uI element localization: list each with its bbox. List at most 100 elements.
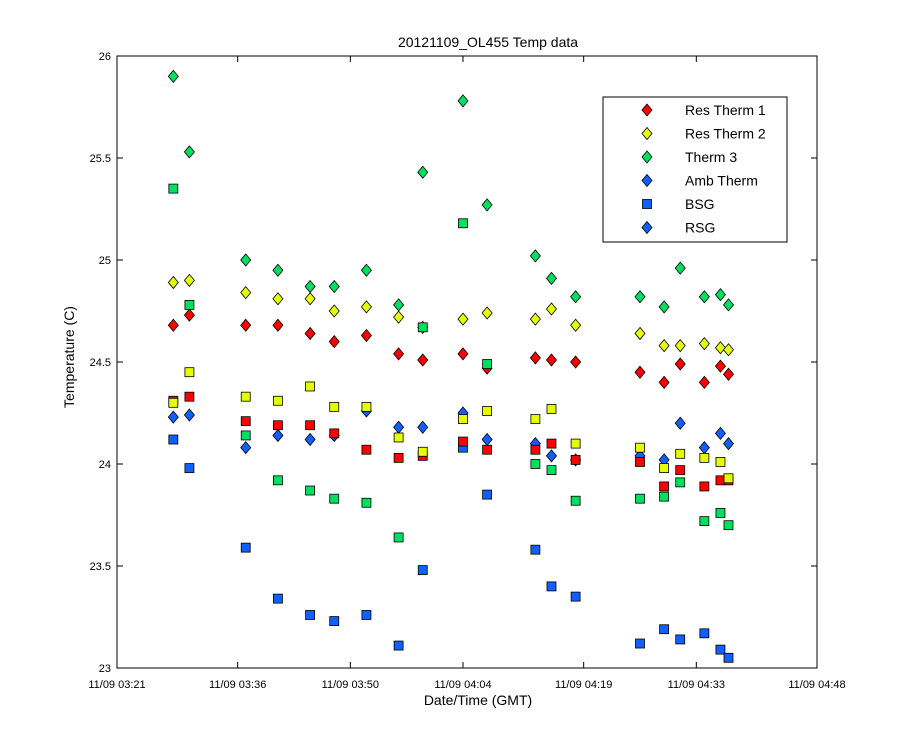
data-point <box>634 326 646 341</box>
data-point <box>722 367 735 381</box>
y-tick-label: 25 <box>99 255 111 267</box>
data-point <box>545 353 558 367</box>
data-point <box>167 275 179 290</box>
data-point <box>715 457 726 467</box>
data-point <box>714 341 726 355</box>
y-tick-label: 24 <box>99 459 111 471</box>
data-point <box>698 375 710 390</box>
data-point <box>272 428 284 443</box>
data-point <box>361 401 372 412</box>
data-point <box>674 357 686 371</box>
data-point <box>570 290 582 304</box>
data-point <box>183 145 195 159</box>
data-point <box>328 334 340 349</box>
data-point <box>529 351 541 365</box>
data-point <box>530 414 541 425</box>
data-point <box>635 493 645 504</box>
data-point <box>634 365 646 379</box>
data-point <box>272 292 284 306</box>
y-axis: 23 23.5 24 24.5 25 25.5 26 <box>90 51 817 675</box>
y-axis-title: Temperature (C) <box>61 306 77 408</box>
data-point <box>167 318 179 332</box>
data-point <box>417 446 428 457</box>
data-point <box>698 290 710 304</box>
data-point <box>714 288 726 302</box>
data-point <box>458 436 468 447</box>
data-point <box>272 263 284 277</box>
data-point <box>184 367 195 378</box>
data-point <box>184 463 195 473</box>
data-point <box>675 448 686 459</box>
y-tick-label: 23.5 <box>90 561 111 573</box>
data-point <box>393 298 405 312</box>
data-point <box>546 465 557 476</box>
data-point <box>457 347 469 361</box>
data-point <box>457 94 469 108</box>
data-point <box>546 581 557 592</box>
x-tick-label: 11/09 04:19 <box>555 679 612 691</box>
data-point <box>417 322 428 333</box>
data-point <box>304 279 316 294</box>
data-point <box>698 337 710 351</box>
data-point <box>360 300 372 314</box>
data-point <box>723 652 734 663</box>
data-point <box>545 449 558 463</box>
data-point <box>305 420 316 431</box>
data-point <box>393 432 404 443</box>
data-point <box>714 359 726 373</box>
data-point <box>183 408 195 422</box>
data-point <box>305 610 316 620</box>
data-point <box>546 404 557 414</box>
chart-title: 20121109_OL455 Temp data <box>398 34 578 50</box>
data-point <box>304 432 316 447</box>
data-point <box>240 286 252 300</box>
data-point <box>305 485 316 496</box>
data-point <box>482 444 493 455</box>
data-point <box>240 441 252 455</box>
data-point <box>328 304 340 318</box>
data-point <box>329 428 340 439</box>
data-point <box>570 591 581 602</box>
legend: Res Therm 1 Res Therm 2 Therm 3 Amb Therm BS… <box>602 96 788 243</box>
data-point <box>360 263 372 277</box>
x-axis: 11/09 03:21 11/09 03:36 11/09 03:50 11/09 0… <box>88 56 846 691</box>
data-point <box>360 328 372 343</box>
data-point <box>393 310 405 324</box>
x-tick-label: 11/09 03:21 <box>88 679 145 691</box>
data-point <box>240 253 252 267</box>
data-point <box>240 318 252 332</box>
data-point <box>167 69 179 84</box>
data-point <box>675 465 686 476</box>
data-point <box>659 624 670 635</box>
y-tick-label: 24.5 <box>90 357 111 369</box>
data-point <box>658 300 670 314</box>
data-point <box>393 347 405 361</box>
legend-label: Res Therm 1 <box>685 102 766 118</box>
data-point <box>699 452 710 463</box>
data-point <box>393 532 404 543</box>
data-point <box>482 406 493 416</box>
data-point <box>545 271 558 285</box>
data-point <box>635 457 645 467</box>
data-point <box>715 644 726 655</box>
data-point <box>240 430 251 441</box>
legend-label: Amb Therm <box>685 173 758 189</box>
data-point <box>674 416 686 430</box>
x-tick-label: 11/09 04:04 <box>434 679 491 691</box>
data-point <box>570 355 582 369</box>
data-point <box>328 279 340 294</box>
legend-marker <box>642 199 652 209</box>
data-point <box>393 640 404 651</box>
x-tick-label: 11/09 03:50 <box>322 679 379 691</box>
data-point <box>723 473 734 484</box>
data-point <box>361 497 372 508</box>
data-point <box>529 249 541 263</box>
legend-marker <box>641 126 653 141</box>
data-point <box>184 391 195 402</box>
data-point <box>529 312 541 326</box>
data-point <box>674 339 686 353</box>
data-point <box>634 290 646 304</box>
data-point <box>305 381 316 392</box>
data-point <box>675 477 686 488</box>
